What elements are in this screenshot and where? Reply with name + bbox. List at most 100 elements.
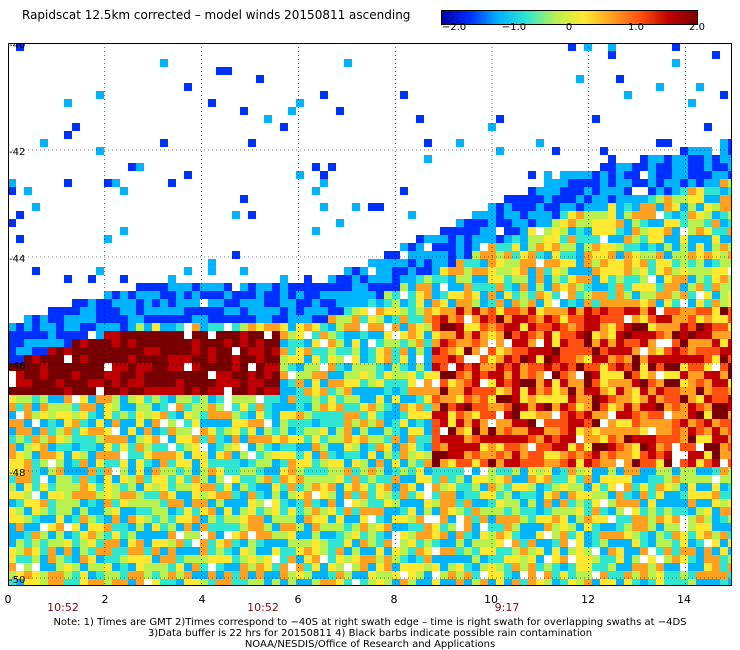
data-cell [696, 267, 704, 275]
data-cell [120, 363, 128, 371]
data-cell [712, 371, 720, 379]
data-cell [16, 363, 24, 371]
data-cell [56, 507, 64, 515]
data-cell [176, 499, 184, 507]
data-cell [464, 379, 472, 387]
data-cell [432, 251, 440, 259]
data-cell [408, 579, 416, 586]
data-cell [480, 291, 488, 299]
data-cell [680, 531, 688, 539]
data-cell [704, 187, 712, 195]
data-cell [256, 491, 264, 499]
data-cell [680, 235, 688, 243]
data-cell [88, 539, 96, 547]
data-cell [672, 523, 680, 531]
time-label: 9:17 [494, 601, 520, 614]
data-cell [384, 435, 392, 443]
data-cell [24, 523, 32, 531]
data-cell [672, 363, 680, 371]
data-cell [624, 459, 632, 467]
data-cell [592, 475, 600, 483]
data-cell [248, 443, 256, 451]
data-cell [120, 347, 128, 355]
data-cell [80, 483, 88, 491]
data-cell [728, 235, 732, 243]
data-cell [232, 523, 240, 531]
data-cell [600, 547, 608, 555]
data-cell [456, 251, 464, 259]
data-cell [560, 515, 568, 523]
data-cell [512, 531, 520, 539]
data-cell [352, 491, 360, 499]
data-cell [32, 499, 40, 507]
data-cell [512, 499, 520, 507]
data-cell [520, 347, 528, 355]
data-cell [200, 563, 208, 571]
data-cell [512, 315, 520, 323]
data-cell [360, 547, 368, 555]
data-cell [16, 571, 24, 579]
data-cell [96, 547, 104, 555]
data-cell [224, 331, 232, 339]
data-cell [32, 547, 40, 555]
data-cell [336, 363, 344, 371]
data-cell [496, 363, 504, 371]
data-cell [624, 235, 632, 243]
data-cell [104, 299, 112, 307]
data-cell [416, 555, 424, 563]
data-cell [560, 579, 568, 586]
data-cell [616, 403, 624, 411]
data-cell [280, 563, 288, 571]
data-cell [728, 339, 732, 347]
data-cell [648, 531, 656, 539]
data-cell [616, 315, 624, 323]
data-cell [304, 283, 312, 291]
data-cell [656, 507, 664, 515]
data-cell [96, 555, 104, 563]
data-cell [392, 363, 400, 371]
data-cell [128, 531, 136, 539]
data-cell [568, 243, 576, 251]
data-cell [304, 299, 312, 307]
data-cell [632, 515, 640, 523]
data-cell [560, 347, 568, 355]
data-cell [104, 427, 112, 435]
data-cell [296, 403, 304, 411]
data-cell [656, 563, 664, 571]
data-cell [528, 571, 536, 579]
data-cell [232, 323, 240, 331]
data-cell [440, 387, 448, 395]
data-cell [656, 387, 664, 395]
data-cell [624, 555, 632, 563]
data-cell [88, 475, 96, 483]
data-cell [376, 459, 384, 467]
data-cell [472, 227, 480, 235]
data-cell [296, 547, 304, 555]
data-cell [688, 571, 696, 579]
data-cell [520, 331, 528, 339]
data-cell [704, 515, 712, 523]
data-cell [608, 547, 616, 555]
data-cell [728, 579, 732, 586]
data-cell [664, 267, 672, 275]
data-cell [416, 315, 424, 323]
data-cell [72, 387, 80, 395]
data-cell [344, 547, 352, 555]
data-cell [368, 331, 376, 339]
data-cell [576, 307, 584, 315]
data-cell [352, 283, 360, 291]
data-cell [456, 139, 464, 147]
data-cell [320, 483, 328, 491]
data-cell [584, 211, 592, 219]
data-cell [32, 579, 40, 586]
data-cell [536, 275, 544, 283]
data-cell [528, 355, 536, 363]
data-cell [672, 347, 680, 355]
data-cell [320, 523, 328, 531]
data-cell [192, 555, 200, 563]
data-cell [104, 523, 112, 531]
data-cell [472, 371, 480, 379]
data-cell [16, 427, 24, 435]
data-cell [272, 547, 280, 555]
data-cell [64, 323, 72, 331]
